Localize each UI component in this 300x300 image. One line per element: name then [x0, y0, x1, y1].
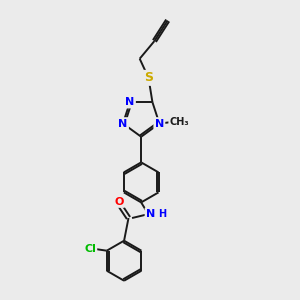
- Text: N: N: [125, 97, 134, 107]
- Text: Cl: Cl: [84, 244, 96, 254]
- Text: H: H: [158, 208, 166, 219]
- Text: N: N: [155, 118, 164, 128]
- Text: N: N: [146, 208, 155, 219]
- Text: N: N: [118, 118, 128, 128]
- Text: S: S: [144, 71, 153, 84]
- Text: O: O: [114, 196, 124, 206]
- Text: CH₃: CH₃: [169, 117, 189, 127]
